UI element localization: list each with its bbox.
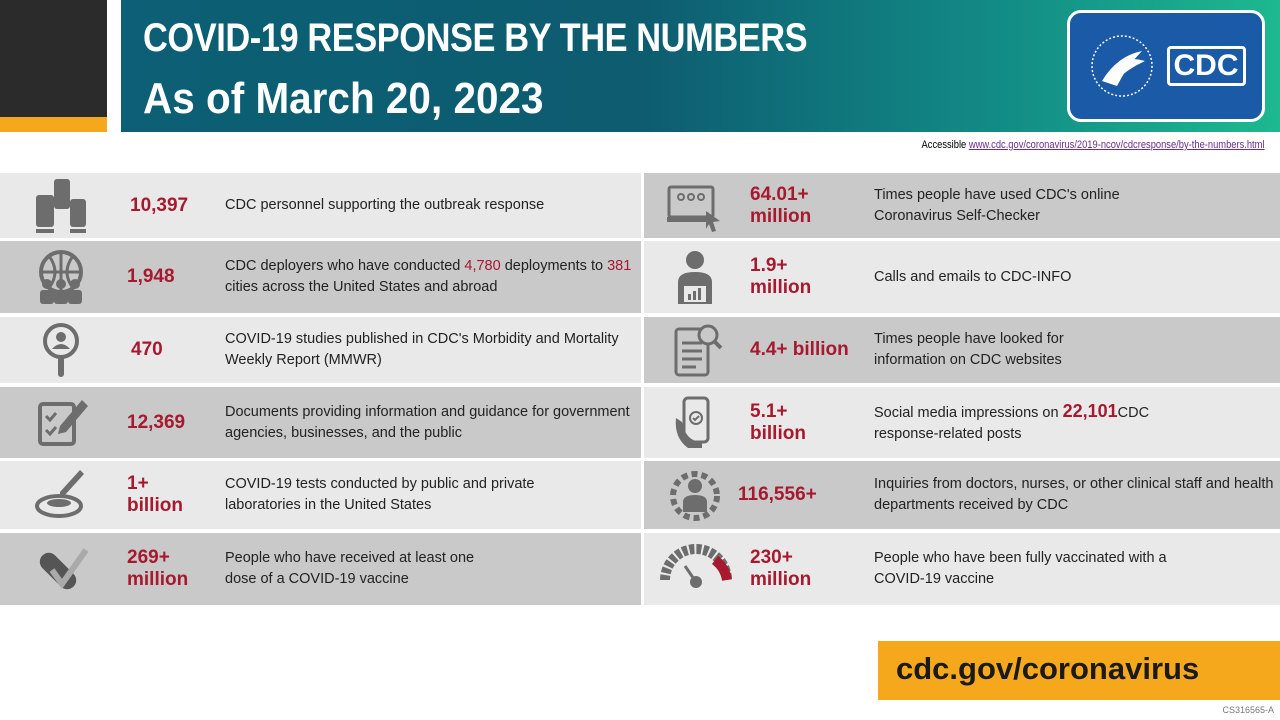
page-subtitle: As of March 20, 2023 xyxy=(143,74,544,123)
header-banner: COVID-19 RESPONSE BY THE NUMBERS As of M… xyxy=(121,0,1280,132)
cdc-logo: CDC xyxy=(1067,10,1265,122)
stat-description: Times people have used CDC's online Coro… xyxy=(874,186,1120,224)
stat-row: 269+ million People who have received at… xyxy=(0,533,641,605)
browser-cursor-icon xyxy=(667,185,720,232)
stat-value: 10,397 xyxy=(130,194,189,216)
stat-description: CDC deployers who have conducted 4,780 d… xyxy=(225,256,641,298)
accessible-link-line: Accessible www.cdc.gov/coronavirus/2019-… xyxy=(922,139,1265,151)
cdc-logo-text: CDC xyxy=(1166,46,1246,86)
stat-value: 1.9+ million xyxy=(750,255,812,298)
stat-row: 230+ million People who have been fully … xyxy=(644,533,1280,605)
globe-people-icon xyxy=(39,250,83,304)
page-title: COVID-19 RESPONSE BY THE NUMBERS xyxy=(143,16,808,60)
stat-description: COVID-19 tests conducted by public and p… xyxy=(225,476,535,513)
stat-description: People who have received at least one do… xyxy=(225,550,475,587)
stat-row: 1,948 CDC deployers who have conducted 4… xyxy=(0,241,641,313)
cities-count: 381 xyxy=(607,258,632,274)
posts-count: 22,101 xyxy=(1062,400,1118,421)
stat-description: COVID-19 studies published in CDC's Morb… xyxy=(225,331,619,368)
desc-part: Social media impressions on xyxy=(874,404,1063,421)
desc-part: CDC deployers who have conducted xyxy=(225,258,465,274)
stat-row: 10,397 CDC personnel supporting the outb… xyxy=(0,173,641,238)
deployments-count: 4,780 xyxy=(464,258,501,274)
stat-row: 4.4+ billion Times people have looked fo… xyxy=(644,317,1280,383)
desc-part: cities across the United States and abro… xyxy=(225,279,498,295)
stat-value: 1+ billion xyxy=(127,473,183,516)
bandage-check-icon xyxy=(39,548,89,590)
person-gear-icon xyxy=(670,471,720,521)
stat-value: 269+ million xyxy=(127,547,189,590)
stat-description: Documents providing information and guid… xyxy=(225,403,630,441)
stat-description: People who have been fully vaccinated wi… xyxy=(874,550,1167,587)
stat-description: Inquiries from doctors, nurses, or other… xyxy=(874,476,1274,513)
stat-description: Calls and emails to CDC-INFO xyxy=(874,268,1072,285)
document-pen-icon xyxy=(38,399,88,446)
stat-value: 4.4+ billion xyxy=(750,339,849,360)
hands-icon xyxy=(36,178,86,233)
stat-value: 470 xyxy=(131,339,163,360)
stat-row: 12,369 Documents providing information a… xyxy=(0,387,641,458)
stat-row: 64.01+ million Times people have used CD… xyxy=(644,173,1280,238)
stat-description: Times people have looked for information… xyxy=(874,331,1064,368)
black-block xyxy=(0,0,107,117)
hhs-eagle-icon xyxy=(1090,35,1153,97)
document-code: CS316565-A xyxy=(1222,705,1274,715)
stat-value: 1,948 xyxy=(127,266,175,287)
stat-value: 230+ million xyxy=(750,547,812,590)
accessible-label: Accessible xyxy=(921,139,967,151)
desc-part: deployments to xyxy=(500,258,608,274)
person-laptop-icon xyxy=(678,251,712,304)
gauge-icon xyxy=(660,544,732,588)
clipboard-search-icon xyxy=(674,324,723,377)
stat-row: 116,556+ Inquiries from doctors, nurses,… xyxy=(644,461,1280,529)
stat-value: 5.1+ billion xyxy=(750,400,806,444)
stat-value: 116,556+ xyxy=(738,484,817,505)
stat-description: CDC personnel supporting the outbreak re… xyxy=(225,197,545,213)
stat-value: 64.01+ million xyxy=(750,183,812,227)
stat-description: Social media impressions on 22,101CDC re… xyxy=(874,401,1204,445)
stat-row: 470 COVID-19 studies published in CDC's … xyxy=(0,317,641,383)
accessible-url-link[interactable]: www.cdc.gov/coronavirus/2019-ncov/cdcres… xyxy=(969,139,1265,151)
desc-part: CDC response-related posts xyxy=(874,404,1150,442)
stat-row: 1+ billion COVID-19 tests conducted by p… xyxy=(0,461,641,529)
stat-row: 5.1+ billion Social media impressions on… xyxy=(644,387,1280,458)
phone-hand-icon xyxy=(675,396,710,448)
footer-url-banner[interactable]: cdc.gov/coronavirus xyxy=(878,641,1280,700)
stat-value: 12,369 xyxy=(127,411,186,433)
petri-dish-icon xyxy=(35,470,84,518)
stat-row: 1.9+ million Calls and emails to CDC-INF… xyxy=(644,241,1280,313)
magnifier-person-icon xyxy=(43,323,79,377)
orange-stripe xyxy=(0,117,107,132)
